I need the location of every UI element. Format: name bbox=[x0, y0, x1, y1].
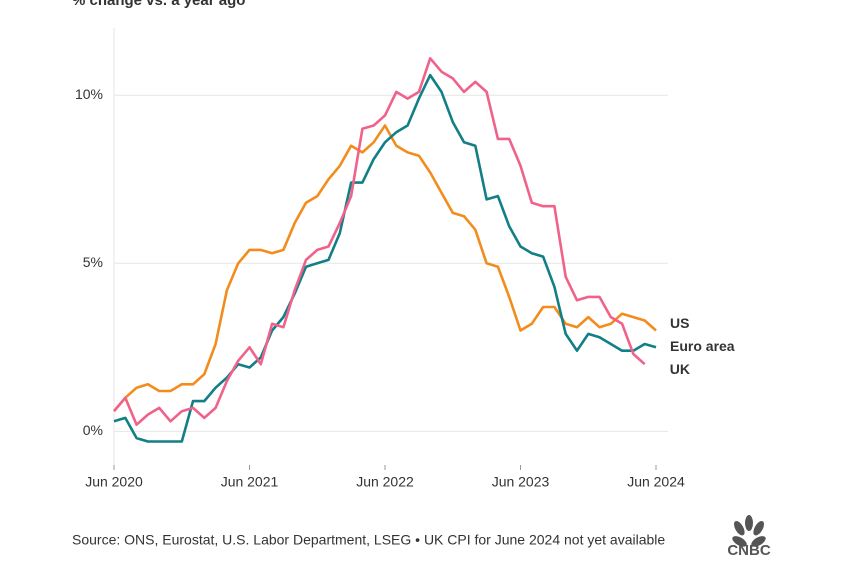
x-tick-label: Jun 2020 bbox=[85, 474, 143, 490]
x-tick-label: Jun 2024 bbox=[627, 474, 685, 490]
series-line bbox=[113, 73, 657, 443]
logo-peacock bbox=[732, 515, 766, 547]
series-label: US bbox=[670, 315, 689, 331]
y-tick-label: 10% bbox=[75, 86, 103, 102]
y-tick-label: 0% bbox=[83, 422, 103, 438]
source-note: Source: ONS, Eurostat, U.S. Labor Depart… bbox=[72, 532, 665, 548]
series-line bbox=[113, 57, 646, 426]
chart-subtitle: % change vs. a year ago bbox=[72, 0, 245, 9]
series-label: UK bbox=[670, 361, 690, 377]
logo: CNBC bbox=[727, 515, 771, 559]
x-tick-label: Jun 2021 bbox=[221, 474, 279, 490]
series-line bbox=[113, 124, 657, 413]
logo-text: CNBC bbox=[727, 542, 770, 559]
x-tick-label: Jun 2022 bbox=[356, 474, 414, 490]
x-tick-label: Jun 2023 bbox=[492, 474, 550, 490]
y-tick-label: 5% bbox=[83, 254, 103, 270]
series-label: Euro area bbox=[670, 338, 735, 354]
